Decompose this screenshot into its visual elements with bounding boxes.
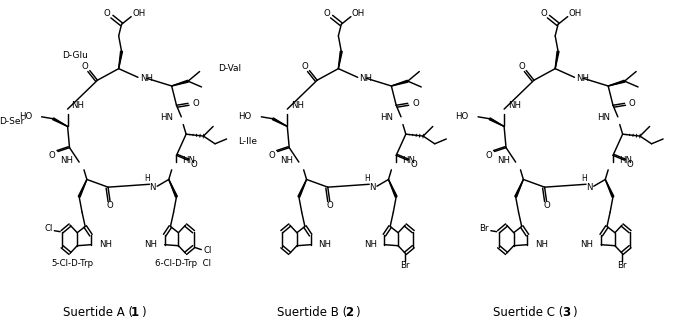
Text: Suertide B (: Suertide B ( — [277, 306, 347, 319]
Text: O: O — [301, 62, 308, 71]
Text: NH: NH — [60, 156, 73, 165]
Text: NH: NH — [71, 101, 84, 110]
Text: 6-Cl-D-Trp  Cl: 6-Cl-D-Trp Cl — [155, 259, 211, 268]
Polygon shape — [388, 180, 397, 197]
Text: OH: OH — [132, 9, 145, 18]
Text: O: O — [518, 62, 525, 71]
Polygon shape — [338, 51, 342, 69]
Text: O: O — [323, 9, 330, 18]
Text: NH: NH — [535, 240, 548, 249]
Text: N: N — [586, 183, 592, 192]
Text: NH: NH — [280, 156, 293, 165]
Text: HO: HO — [238, 112, 251, 121]
Text: HN: HN — [160, 113, 173, 122]
Text: D-Ser: D-Ser — [0, 117, 24, 126]
Text: O: O — [190, 159, 197, 169]
Text: NH: NH — [291, 101, 304, 110]
Text: O: O — [49, 151, 55, 160]
Polygon shape — [555, 51, 559, 69]
Polygon shape — [119, 51, 123, 69]
Text: O: O — [269, 151, 275, 160]
Text: Br: Br — [479, 224, 489, 233]
Text: NH: NH — [580, 240, 593, 249]
Text: HN: HN — [182, 156, 195, 165]
Text: HO: HO — [18, 112, 32, 121]
Text: Br: Br — [617, 261, 627, 270]
Text: H: H — [581, 174, 587, 183]
Text: HO: HO — [456, 112, 469, 121]
Text: NH: NH — [497, 156, 510, 165]
Text: ): ) — [141, 306, 145, 319]
Polygon shape — [169, 180, 177, 197]
Text: D-Val: D-Val — [218, 64, 241, 73]
Text: NH: NH — [99, 240, 112, 249]
Text: OH: OH — [352, 9, 365, 18]
Text: N: N — [369, 183, 375, 192]
Text: O: O — [192, 99, 199, 108]
Text: O: O — [410, 159, 417, 169]
Text: ): ) — [355, 306, 360, 319]
Polygon shape — [172, 80, 188, 86]
Text: L-Ile: L-Ile — [238, 137, 257, 147]
Text: NH: NH — [576, 74, 589, 83]
Text: OH: OH — [569, 9, 582, 18]
Text: O: O — [82, 62, 88, 71]
Text: Suertide C (: Suertide C ( — [493, 306, 564, 319]
Text: 3: 3 — [562, 306, 570, 319]
Text: HN: HN — [619, 156, 632, 165]
Text: Suertide A (: Suertide A ( — [63, 306, 133, 319]
Polygon shape — [608, 80, 625, 86]
Text: NH: NH — [364, 240, 377, 249]
Text: O: O — [103, 9, 110, 18]
Text: NH: NH — [508, 101, 521, 110]
Text: 5-Cl-D-Trp: 5-Cl-D-Trp — [51, 259, 93, 268]
Text: Br: Br — [401, 261, 410, 270]
Text: O: O — [629, 99, 636, 108]
Text: O: O — [412, 99, 419, 108]
Text: O: O — [107, 201, 114, 210]
Text: NH: NH — [319, 240, 332, 249]
Text: Cl: Cl — [44, 224, 53, 233]
Polygon shape — [606, 180, 614, 197]
Text: Cl: Cl — [203, 246, 212, 255]
Text: N: N — [149, 183, 155, 192]
Polygon shape — [489, 118, 504, 126]
Polygon shape — [298, 180, 307, 197]
Text: NH: NH — [360, 74, 373, 83]
Text: O: O — [627, 159, 634, 169]
Text: H: H — [145, 174, 151, 183]
Text: H: H — [364, 174, 370, 183]
Polygon shape — [53, 118, 68, 126]
Text: 1: 1 — [131, 306, 139, 319]
Polygon shape — [391, 80, 408, 86]
Polygon shape — [78, 180, 87, 197]
Polygon shape — [515, 180, 523, 197]
Text: ): ) — [571, 306, 576, 319]
Text: O: O — [540, 9, 547, 18]
Text: O: O — [485, 151, 492, 160]
Text: O: O — [543, 201, 550, 210]
Text: D-Glu: D-Glu — [62, 50, 88, 60]
Text: HN: HN — [380, 113, 393, 122]
Text: NH: NH — [140, 74, 153, 83]
Text: NH: NH — [144, 240, 157, 249]
Text: O: O — [326, 201, 333, 210]
Text: HN: HN — [597, 113, 610, 122]
Text: HN: HN — [402, 156, 415, 165]
Text: 2: 2 — [345, 306, 353, 319]
Polygon shape — [273, 118, 287, 126]
